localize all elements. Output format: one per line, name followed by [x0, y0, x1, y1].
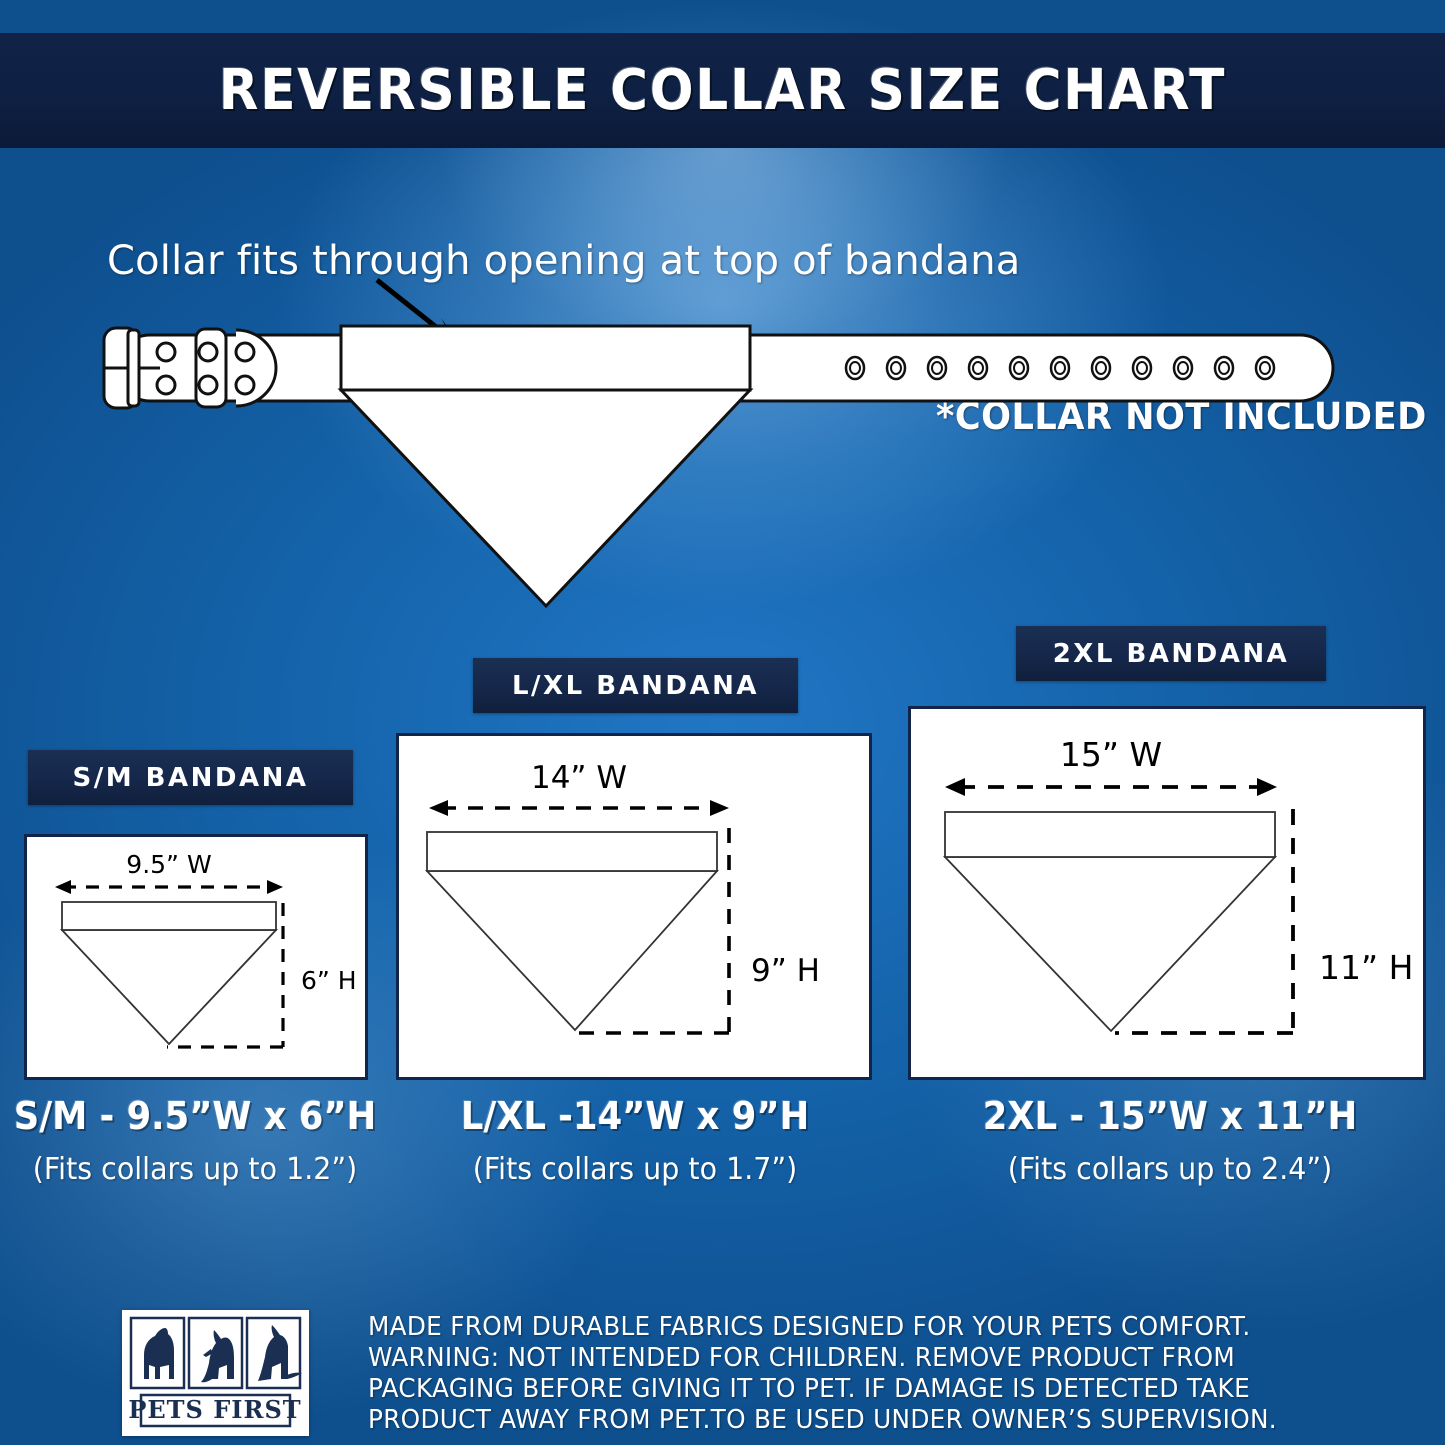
size-caption-sm: S/M - 9.5”W x 6”H (Fits collars up to 1.…: [0, 1094, 390, 1187]
collar-bandana-illustration: [102, 278, 1335, 609]
height-label-lxl: 9” H: [751, 953, 820, 989]
size-caption-sm-line1: S/M - 9.5”W x 6”H: [13, 1094, 377, 1138]
disclaimer-text: MADE FROM DURABLE FABRICS DESIGNED FOR Y…: [368, 1312, 1328, 1436]
width-dimension-sm: [55, 880, 283, 894]
disclaimer-line-2: WARNING: NOT INTENDED FOR CHILDREN. REMO…: [368, 1343, 1236, 1373]
height-dimension-2xl: [1115, 809, 1295, 1035]
collar-holes: [844, 355, 1276, 381]
size-diagram-panel-2xl: 15” W 11” H: [908, 706, 1426, 1080]
height-label-2xl: 11” H: [1319, 948, 1413, 987]
hero-bandana: [337, 324, 754, 609]
size-badge-sm-label: S/M BANDANA: [72, 762, 309, 793]
page-title: REVERSIBLE COLLAR SIZE CHART: [218, 58, 1227, 123]
size-badge-sm: S/M BANDANA: [28, 750, 353, 805]
width-label-sm: 9.5” W: [126, 850, 211, 879]
size-caption-lxl-line2: (Fits collars up to 1.7”): [472, 1152, 798, 1187]
size-caption-sm-line2: (Fits collars up to 1.2”): [32, 1152, 358, 1187]
logo-text: PETS FIRST: [128, 1395, 301, 1424]
size-diagram-panel-lxl: 14” W 9” H: [396, 733, 872, 1080]
height-label-sm: 6” H: [301, 966, 357, 995]
bandana-diagram-sm: 9.5” W 6” H: [55, 850, 357, 1049]
disclaimer-line-1: MADE FROM DURABLE FABRICS DESIGNED FOR Y…: [368, 1312, 1251, 1342]
logo-dog-tail: [287, 1372, 302, 1379]
size-caption-2xl-line1: 2XL - 15”W x 11”H: [982, 1094, 1358, 1138]
logo-dog-paw: [201, 1330, 234, 1383]
bandana-diagram-2xl: 15” W 11” H: [942, 735, 1413, 1035]
pets-first-logo: PETS FIRST: [122, 1310, 309, 1436]
disclaimer-line-4: PRODUCT AWAY FROM PET.TO BE USED UNDER O…: [368, 1405, 1277, 1435]
collar-rivets: [155, 341, 256, 396]
size-badge-lxl-label: L/XL BANDANA: [511, 670, 759, 701]
pets-first-logo-mark: PETS FIRST: [127, 1315, 304, 1431]
logo-dog-sitting: [258, 1325, 288, 1381]
logo-name-bar: [139, 1393, 292, 1428]
collar-callout-text: Collar fits through opening at top of ba…: [107, 238, 1021, 284]
title-band: REVERSIBLE COLLAR SIZE CHART: [0, 33, 1445, 148]
size-badge-2xl: 2XL BANDANA: [1016, 626, 1326, 681]
logo-dog-panels: [129, 1316, 302, 1390]
width-label-2xl: 15” W: [1060, 735, 1162, 774]
height-dimension-sm: [167, 903, 285, 1049]
size-diagram-panel-sm: 9.5” W 6” H: [24, 834, 368, 1080]
height-dimension-lxl: [575, 828, 731, 1035]
size-caption-2xl-line2: (Fits collars up to 2.4”): [1007, 1152, 1333, 1187]
width-label-lxl: 14” W: [531, 760, 627, 796]
size-badge-2xl-label: 2XL BANDANA: [1052, 638, 1290, 669]
width-dimension-2xl: [945, 778, 1277, 796]
width-dimension-lxl: [429, 800, 729, 816]
size-caption-2xl: 2XL - 15”W x 11”H (Fits collars up to 2.…: [940, 1094, 1400, 1187]
logo-dog-paw-raised: [203, 1349, 213, 1357]
logo-dog-standing: [144, 1328, 174, 1379]
size-badge-lxl: L/XL BANDANA: [473, 658, 798, 713]
disclaimer-line-3: PACKAGING BEFORE GIVING IT TO PET. IF DA…: [368, 1374, 1251, 1404]
collar-buckle: [102, 326, 160, 410]
collar-keeper-loop: [194, 327, 228, 409]
size-caption-lxl: L/XL -14”W x 9”H (Fits collars up to 1.7…: [420, 1094, 850, 1187]
size-caption-lxl-line1: L/XL -14”W x 9”H: [460, 1094, 810, 1138]
bandana-diagram-lxl: 14” W 9” H: [424, 760, 820, 1035]
